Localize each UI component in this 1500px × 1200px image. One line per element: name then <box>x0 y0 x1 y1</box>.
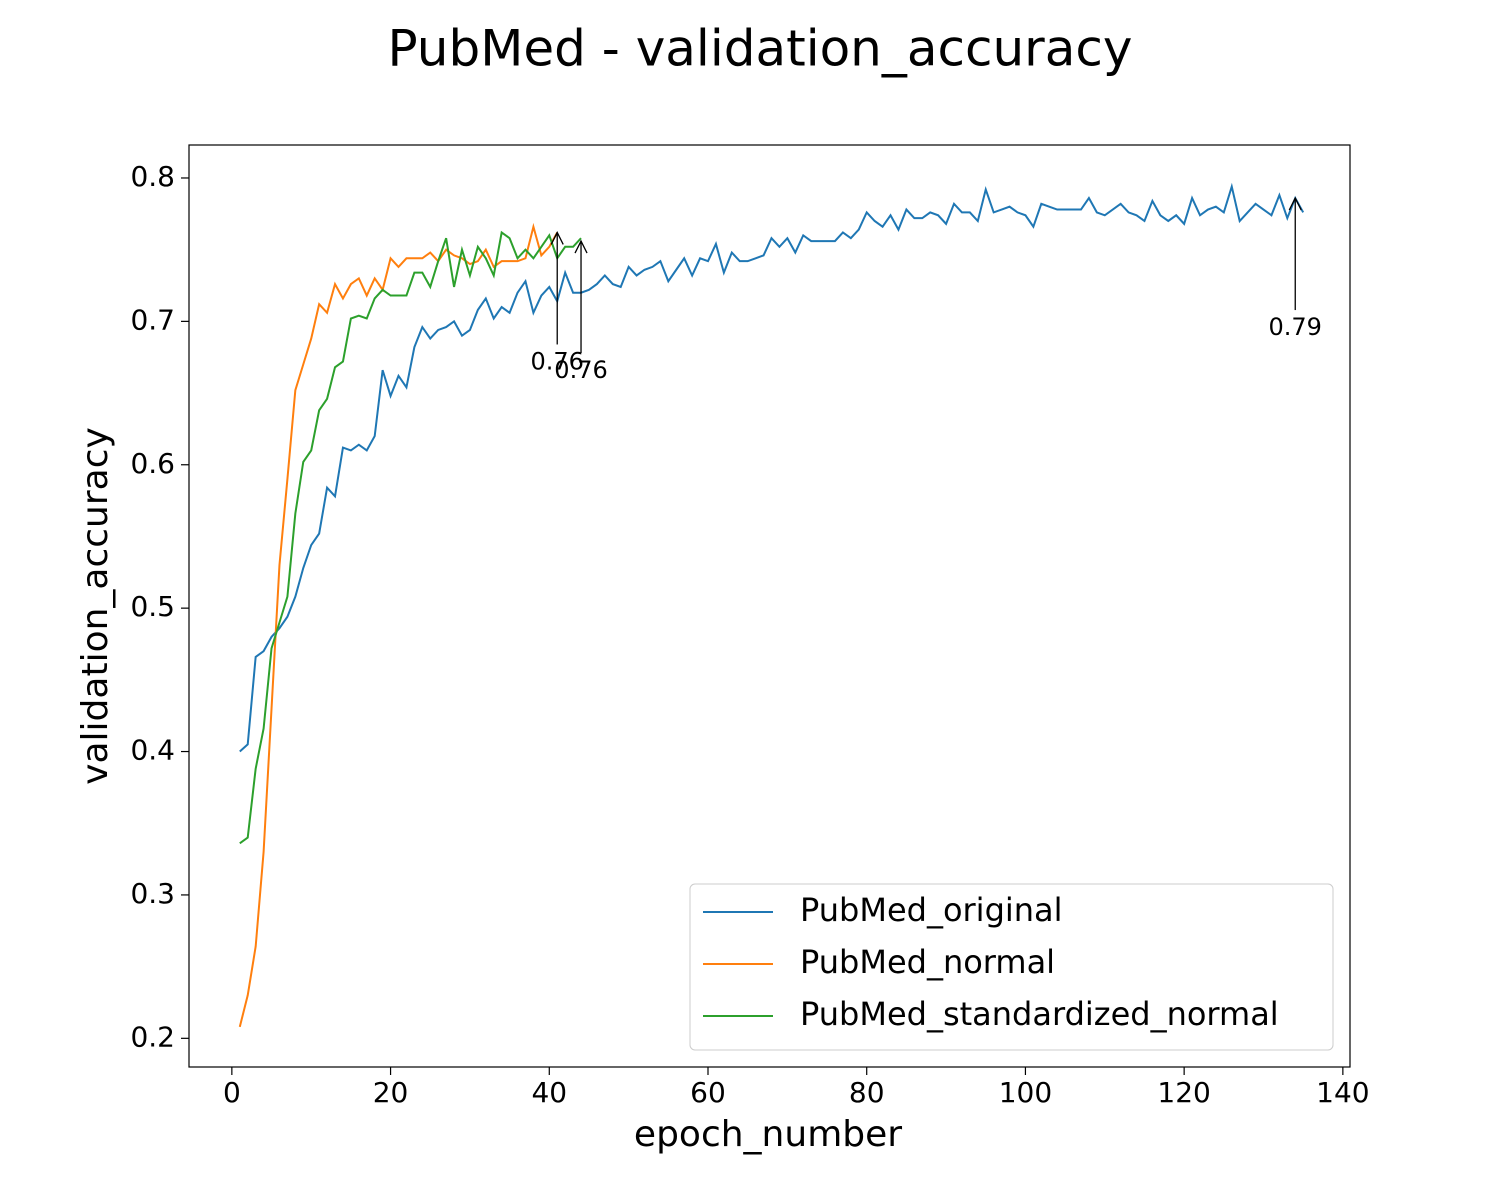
series-line <box>239 230 582 845</box>
y-tick-label: 0.3 <box>130 877 175 910</box>
y-tick-label: 0.7 <box>130 303 175 336</box>
legend-box <box>689 883 1334 1051</box>
legend-label: PubMed_standardized_normal <box>800 995 1279 1033</box>
legend-label: PubMed_original <box>800 891 1063 929</box>
y-tick-label: 0.4 <box>130 734 175 767</box>
plot-frame <box>188 144 1351 1068</box>
x-tick-label: 100 <box>999 1076 1052 1109</box>
x-tick-label: 40 <box>531 1076 567 1109</box>
annotation <box>1288 196 1302 311</box>
y-tick-label: 0.8 <box>130 160 175 193</box>
x-tick-label: 80 <box>849 1076 885 1109</box>
series-line <box>239 182 1305 753</box>
annotation <box>574 239 588 354</box>
annotation-arrowhead <box>574 239 588 254</box>
y-tick-label: 0.6 <box>130 447 175 480</box>
y-axis-label: validation_accuracy <box>75 427 116 785</box>
annotation-label: 0.76 <box>531 347 584 375</box>
annotation <box>550 231 564 345</box>
legend: PubMed_original PubMed_normal PubMed_stand… <box>689 883 1334 1051</box>
y-tick-label: 0.5 <box>130 590 175 623</box>
annotation-label: 0.76 <box>554 356 607 384</box>
series-line <box>238 222 559 1028</box>
x-tick-label: 140 <box>1316 1076 1369 1109</box>
x-tick-label: 120 <box>1157 1076 1210 1109</box>
annotation-label: 0.79 <box>1269 313 1322 341</box>
x-tick-label: 60 <box>690 1076 726 1109</box>
annotation-arrowhead <box>1288 196 1302 211</box>
y-tick-label: 0.2 <box>130 1020 175 1053</box>
chart-title: PubMed - validation_accuracy <box>388 20 1133 78</box>
legend-label: PubMed_normal <box>800 943 1055 981</box>
x-tick-label: 0 <box>223 1076 241 1109</box>
annotation-arrowhead <box>550 231 564 245</box>
x-tick-label: 20 <box>373 1076 409 1109</box>
x-axis-label: epoch_number <box>634 1114 902 1155</box>
